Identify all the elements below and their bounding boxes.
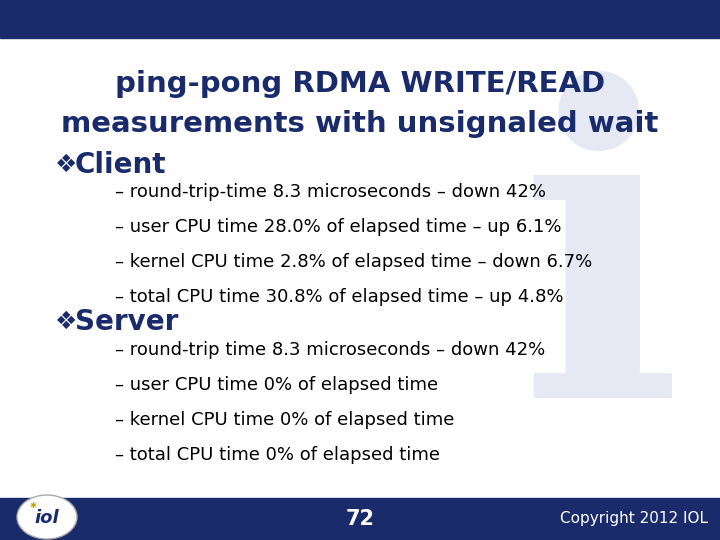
Text: ping-pong RDMA WRITE/READ: ping-pong RDMA WRITE/READ (115, 70, 605, 98)
Text: – total CPU time 30.8% of elapsed time – up 4.8%: – total CPU time 30.8% of elapsed time –… (115, 288, 564, 306)
Text: ❖: ❖ (55, 310, 77, 334)
Text: Client: Client (75, 151, 166, 179)
Text: – round-trip time 8.3 microseconds – down 42%: – round-trip time 8.3 microseconds – dow… (115, 341, 545, 359)
Text: ✱: ✱ (30, 501, 37, 510)
Text: 72: 72 (346, 509, 374, 529)
Text: – kernel CPU time 2.8% of elapsed time – down 6.7%: – kernel CPU time 2.8% of elapsed time –… (115, 253, 593, 271)
Ellipse shape (17, 495, 77, 539)
Text: – user CPU time 28.0% of elapsed time – up 6.1%: – user CPU time 28.0% of elapsed time – … (115, 218, 562, 236)
Text: – kernel CPU time 0% of elapsed time: – kernel CPU time 0% of elapsed time (115, 411, 454, 429)
Text: iol: iol (35, 509, 59, 527)
Text: – user CPU time 0% of elapsed time: – user CPU time 0% of elapsed time (115, 376, 438, 394)
Text: – round-trip-time 8.3 microseconds – down 42%: – round-trip-time 8.3 microseconds – dow… (115, 183, 546, 201)
Text: i: i (518, 71, 682, 489)
Text: Server: Server (75, 308, 179, 336)
Bar (0, 0, 720, 38)
Text: measurements with unsignaled wait: measurements with unsignaled wait (61, 110, 659, 138)
Text: – total CPU time 0% of elapsed time: – total CPU time 0% of elapsed time (115, 446, 440, 464)
Text: ❖: ❖ (55, 153, 77, 177)
Bar (0, 498, 720, 540)
Text: Copyright 2012 IOL: Copyright 2012 IOL (560, 511, 708, 526)
